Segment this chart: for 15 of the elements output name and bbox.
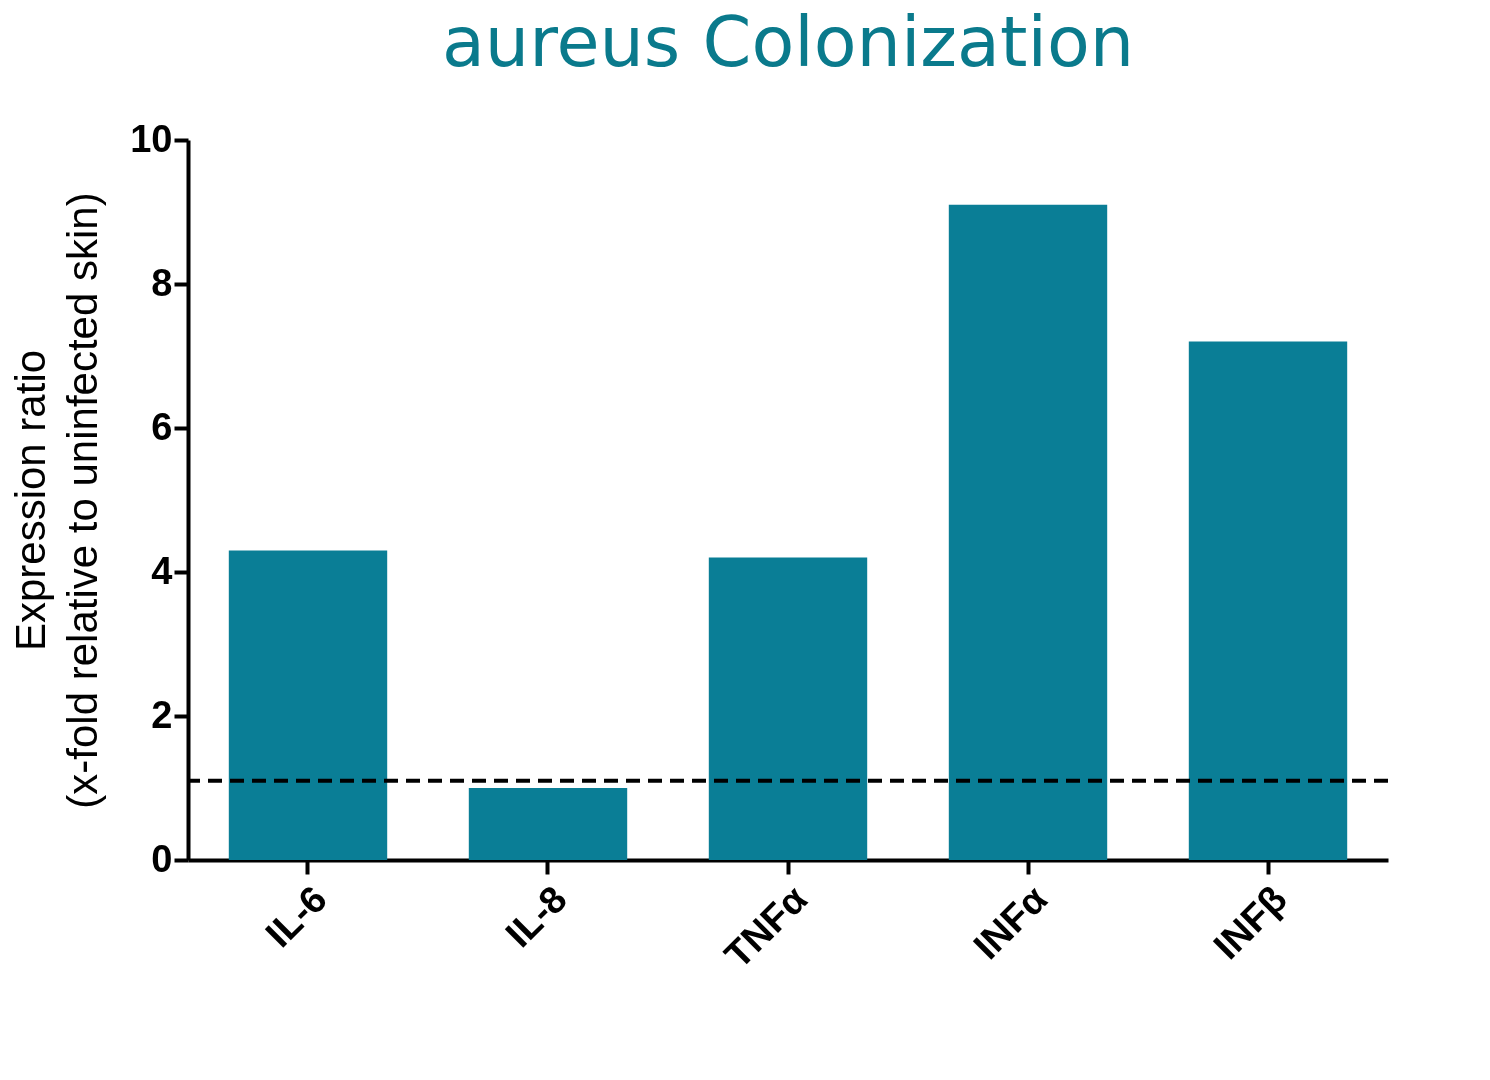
y-tick-label: 4 — [151, 549, 173, 592]
chart-title: aureus Colonization — [441, 1, 1135, 83]
y-tick-label: 8 — [151, 261, 173, 304]
y-axis-title: Expression ratio (x-fold relative to uninfected skin) — [7, 192, 107, 809]
bar — [948, 204, 1108, 860]
y-tick-label: 10 — [130, 117, 173, 160]
bar — [708, 557, 868, 860]
bar — [228, 550, 388, 860]
y-tick-label: 6 — [151, 405, 173, 448]
y-tick-label: 2 — [151, 693, 173, 736]
y-tick-label: 0 — [151, 837, 173, 880]
bar — [1188, 341, 1348, 860]
x-tick-label: IL-6 — [257, 877, 335, 956]
x-tick-label: IL-8 — [497, 877, 575, 956]
bar — [468, 788, 628, 860]
